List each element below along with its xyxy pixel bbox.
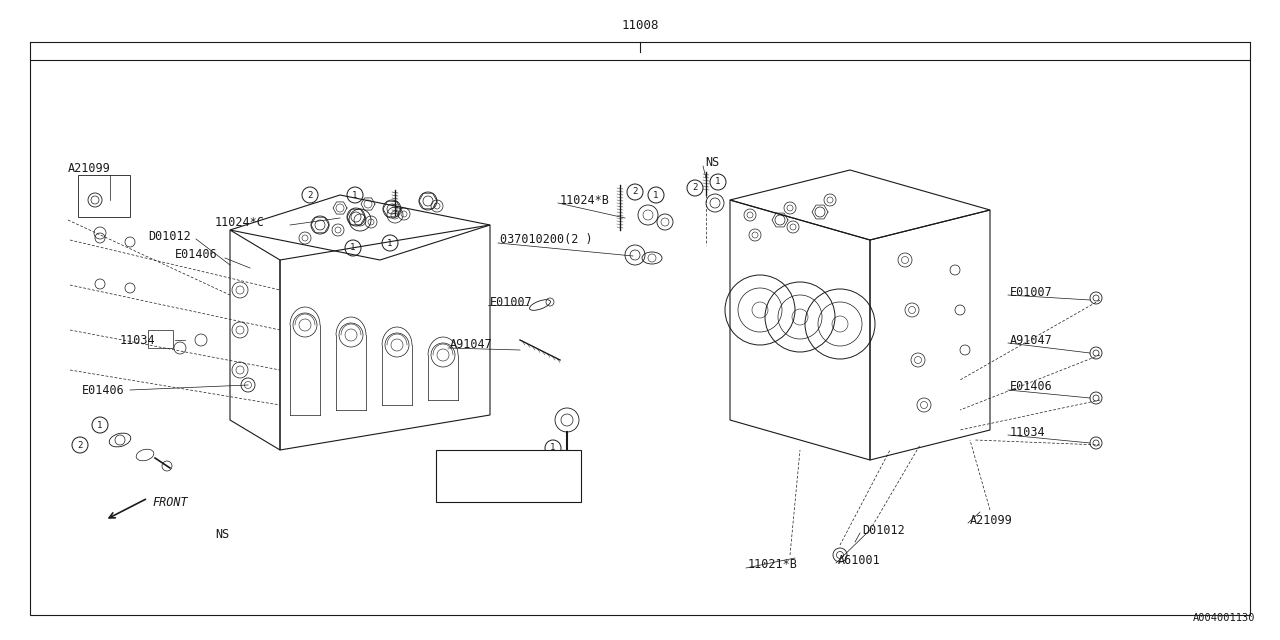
Text: NS: NS xyxy=(705,156,719,168)
Text: 2: 2 xyxy=(550,463,556,472)
Text: 11008: 11008 xyxy=(621,19,659,32)
Text: 1: 1 xyxy=(352,191,357,200)
Text: FRONT: FRONT xyxy=(152,495,188,509)
Text: E01406: E01406 xyxy=(175,248,218,262)
Text: 11034: 11034 xyxy=(120,333,156,346)
Text: 1: 1 xyxy=(447,458,452,467)
Text: 1: 1 xyxy=(351,243,356,253)
Text: 1: 1 xyxy=(716,177,721,186)
Text: 2: 2 xyxy=(632,188,637,196)
Text: D01012: D01012 xyxy=(861,524,905,536)
Text: A61001: A61001 xyxy=(838,554,881,566)
Text: 11024*A: 11024*A xyxy=(468,484,516,494)
Text: E01406: E01406 xyxy=(1010,381,1052,394)
Bar xyxy=(148,330,173,348)
Text: 11024*B: 11024*B xyxy=(561,193,609,207)
Text: 2: 2 xyxy=(77,440,83,449)
Text: 2: 2 xyxy=(307,191,312,200)
Text: 1: 1 xyxy=(97,420,102,429)
Text: 0370S: 0370S xyxy=(468,458,502,468)
Text: A21099: A21099 xyxy=(68,161,111,175)
Bar xyxy=(436,450,581,502)
Text: E01406: E01406 xyxy=(82,383,124,397)
Text: NS: NS xyxy=(215,529,229,541)
Text: 1: 1 xyxy=(653,191,659,200)
Text: E01007: E01007 xyxy=(490,296,532,308)
Bar xyxy=(29,60,1251,615)
Text: E00812: E00812 xyxy=(468,458,511,472)
Text: A21099: A21099 xyxy=(970,513,1012,527)
Bar xyxy=(78,175,131,217)
Text: D01012: D01012 xyxy=(148,230,191,243)
Text: 1: 1 xyxy=(388,239,393,248)
Text: 2: 2 xyxy=(447,484,452,493)
Text: E01007: E01007 xyxy=(1010,285,1052,298)
Text: 11021*B: 11021*B xyxy=(748,559,797,572)
Text: A91047: A91047 xyxy=(451,339,493,351)
Text: A91047: A91047 xyxy=(1010,333,1052,346)
Text: 11024*C: 11024*C xyxy=(215,216,265,228)
Text: 11034: 11034 xyxy=(1010,426,1046,438)
Text: 2: 2 xyxy=(692,184,698,193)
Text: A004001130: A004001130 xyxy=(1193,613,1254,623)
Text: 037010200(2 ): 037010200(2 ) xyxy=(500,234,593,246)
Text: 1: 1 xyxy=(550,444,556,452)
